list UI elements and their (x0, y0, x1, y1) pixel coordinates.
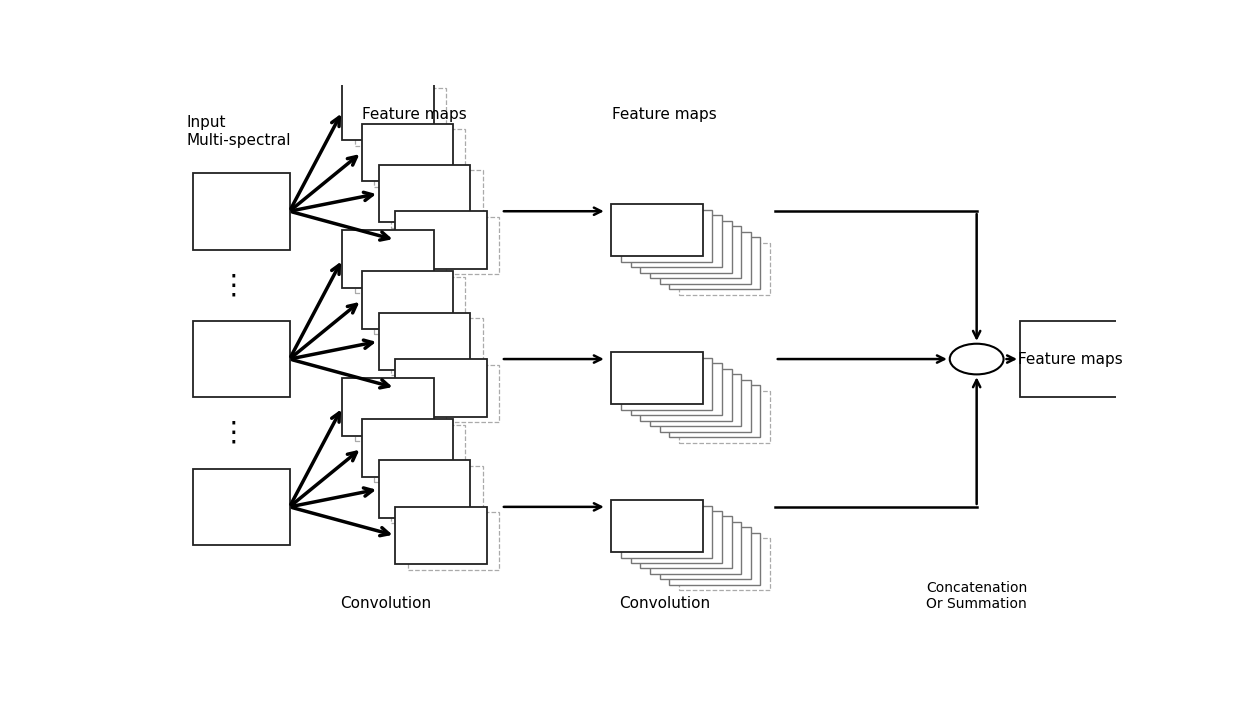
Text: Concatenation
Or Summation: Concatenation Or Summation (926, 581, 1027, 611)
Bar (621, 210, 712, 262)
Bar (392, 466, 482, 523)
Bar (678, 390, 770, 442)
Bar (660, 232, 751, 284)
Text: Feature maps: Feature maps (1018, 351, 1123, 367)
Text: ⋮: ⋮ (219, 419, 248, 447)
Bar (396, 359, 486, 417)
Bar (631, 363, 722, 415)
Bar (355, 384, 446, 441)
Bar (193, 469, 290, 545)
Bar (362, 272, 453, 329)
Bar (660, 380, 751, 432)
Bar (379, 313, 470, 370)
Bar (374, 277, 465, 334)
Bar (355, 236, 446, 294)
Bar (611, 500, 703, 552)
Bar (342, 230, 434, 288)
Bar (355, 88, 446, 146)
Bar (1019, 321, 1121, 397)
Bar (392, 170, 482, 228)
Bar (396, 211, 486, 269)
Bar (678, 242, 770, 295)
Bar (611, 204, 703, 257)
Bar (640, 516, 732, 569)
Bar (650, 226, 742, 278)
Text: Feature maps: Feature maps (613, 107, 717, 122)
Bar (379, 460, 470, 518)
Bar (631, 511, 722, 563)
Bar (193, 173, 290, 250)
Bar (631, 215, 722, 267)
Bar (408, 365, 498, 422)
Bar (621, 506, 712, 557)
Bar (678, 538, 770, 590)
Bar (621, 358, 712, 410)
Text: ⋮: ⋮ (219, 271, 248, 299)
Bar (396, 507, 486, 565)
Bar (650, 374, 742, 426)
Bar (342, 378, 434, 436)
Bar (670, 533, 760, 585)
Bar (379, 165, 470, 223)
Bar (640, 368, 732, 421)
Bar (342, 82, 434, 140)
Bar (374, 129, 465, 186)
Bar (362, 419, 453, 477)
Text: Convolution: Convolution (619, 596, 709, 611)
Bar (670, 385, 760, 437)
Bar (193, 321, 290, 397)
Text: Convolution: Convolution (340, 596, 432, 611)
Bar (408, 513, 498, 570)
Bar (650, 522, 742, 574)
Bar (392, 318, 482, 375)
Bar (362, 124, 453, 181)
Bar (611, 352, 703, 405)
Bar (374, 424, 465, 482)
Bar (670, 237, 760, 289)
Bar (640, 221, 732, 273)
Text: Feature maps: Feature maps (362, 107, 466, 122)
Bar (408, 217, 498, 274)
Bar (660, 528, 751, 579)
Text: Input
Multi-spectral: Input Multi-spectral (187, 115, 291, 148)
